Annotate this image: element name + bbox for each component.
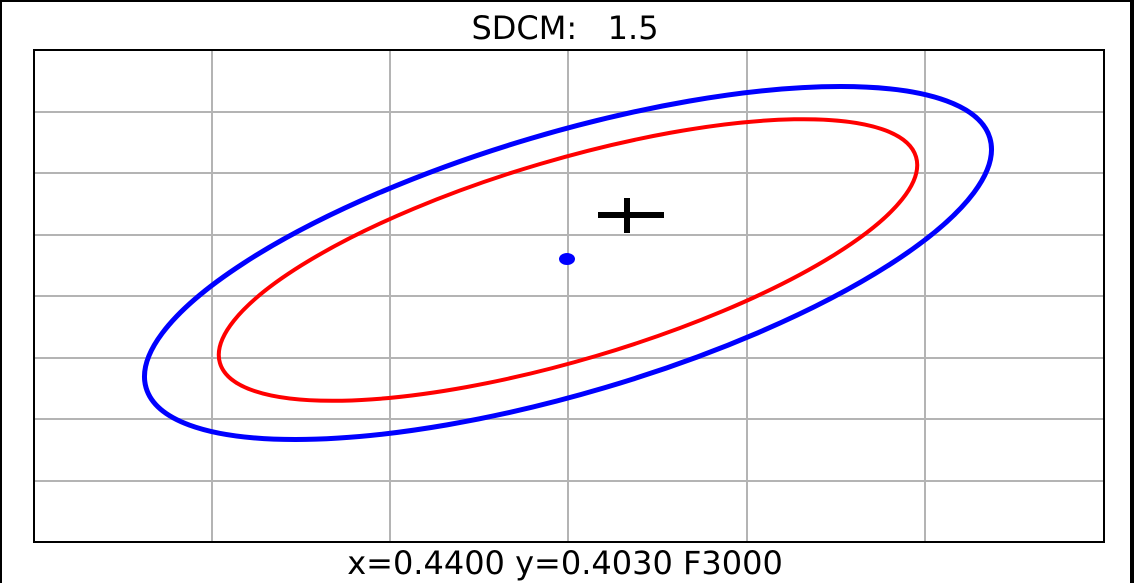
plot-border bbox=[33, 49, 1105, 543]
center-point-dot bbox=[559, 253, 575, 265]
measured-point-cross bbox=[598, 198, 664, 233]
sdcm-title: SDCM: 1.5 bbox=[471, 9, 659, 47]
grid-lines bbox=[34, 50, 1104, 542]
inner-tolerance-ellipse bbox=[216, 117, 920, 403]
coordinates-readout: x=0.4400 y=0.4030 F3000 bbox=[347, 544, 783, 582]
outer-tolerance-ellipse bbox=[142, 83, 994, 443]
